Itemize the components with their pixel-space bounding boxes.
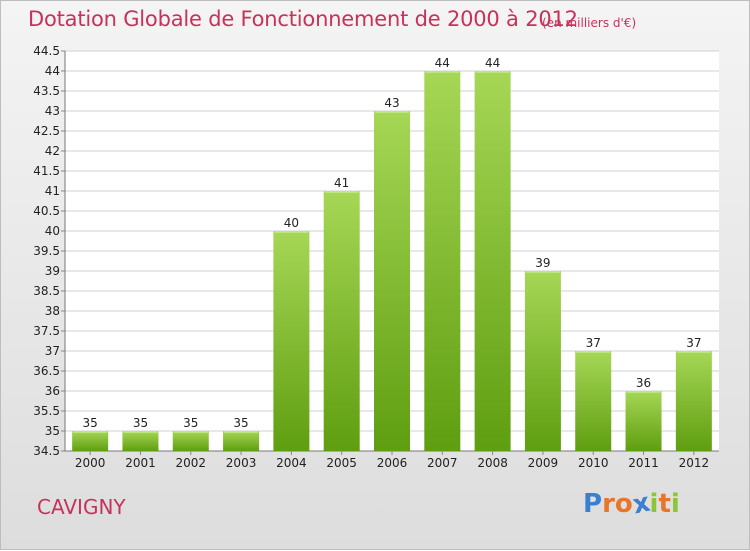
y-tick-label: 40 — [45, 224, 60, 238]
y-tick-label: 43.5 — [33, 84, 60, 98]
logo-letter: P — [583, 489, 603, 519]
logo-letter: i — [649, 489, 659, 519]
y-tick-label: 41 — [45, 184, 60, 198]
x-tick-label: 2001 — [125, 456, 156, 470]
bar-value-label: 40 — [284, 216, 299, 230]
logo-letter: t — [658, 489, 671, 519]
proxiti-logo: Proxiti — [583, 488, 680, 521]
bar-value-label: 35 — [83, 416, 98, 430]
logo-letter: r — [602, 489, 615, 519]
chart-title: Dotation Globale de Fonctionnement de 20… — [28, 7, 578, 31]
y-tick-label: 42.5 — [33, 124, 60, 138]
bar-value-label: 36 — [636, 376, 651, 390]
bar — [424, 71, 461, 451]
bar — [575, 351, 612, 451]
x-tick-label: 2006 — [377, 456, 408, 470]
y-tick-label: 37 — [45, 344, 60, 358]
bar — [172, 431, 209, 451]
y-tick-label: 44.5 — [33, 44, 60, 58]
y-tick-label: 42 — [45, 144, 60, 158]
x-tick-label: 2004 — [276, 456, 307, 470]
x-tick-label: 2011 — [628, 456, 659, 470]
y-tick-label: 36.5 — [33, 364, 60, 378]
bar — [374, 111, 410, 451]
bar — [323, 191, 360, 451]
y-tick-label: 35.5 — [33, 404, 60, 418]
bar — [675, 351, 712, 451]
y-tick-label: 39.5 — [33, 244, 60, 258]
bar-value-label: 35 — [183, 416, 198, 430]
bar — [72, 431, 109, 451]
x-tick-label: 2002 — [175, 456, 206, 470]
bar — [524, 271, 561, 451]
x-tick-label: 2012 — [679, 456, 710, 470]
x-tick-label: 2007 — [427, 456, 458, 470]
x-tick-label: 2005 — [326, 456, 357, 470]
logo-letter: i — [670, 489, 680, 519]
bar-value-label: 44 — [485, 56, 500, 70]
bar — [625, 391, 662, 451]
bar-value-label: 37 — [586, 336, 601, 350]
y-tick-label: 38 — [45, 304, 60, 318]
bar — [223, 431, 260, 451]
y-tick-label: 43 — [45, 104, 60, 118]
bar-value-label: 35 — [233, 416, 248, 430]
x-tick-label: 2000 — [75, 456, 106, 470]
y-tick-label: 39 — [45, 264, 60, 278]
bar — [273, 231, 310, 451]
chart-subtitle: (en milliers d'€) — [542, 16, 637, 30]
y-tick-label: 35 — [45, 424, 60, 438]
x-tick-label: 2010 — [578, 456, 609, 470]
y-tick-label: 40.5 — [33, 204, 60, 218]
x-tick-label: 2003 — [226, 456, 257, 470]
y-tick-label: 44 — [45, 64, 60, 78]
bar-value-label: 43 — [384, 96, 399, 110]
bar-value-label: 37 — [686, 336, 701, 350]
y-tick-label: 36 — [45, 384, 60, 398]
commune-name: CAVIGNY — [37, 495, 126, 519]
logo-letter: o — [614, 489, 633, 519]
bar-value-label: 39 — [535, 256, 550, 270]
bar-value-label: 41 — [334, 176, 349, 190]
x-tick-label: 2009 — [528, 456, 559, 470]
y-tick-label: 38.5 — [33, 284, 60, 298]
bar-value-label: 44 — [435, 56, 450, 70]
bar — [122, 431, 159, 451]
y-tick-label: 37.5 — [33, 324, 60, 338]
bar — [474, 71, 511, 451]
x-tick-label: 2008 — [477, 456, 508, 470]
bar-value-label: 35 — [133, 416, 148, 430]
y-tick-label: 34.5 — [33, 444, 60, 458]
y-tick-label: 41.5 — [33, 164, 60, 178]
